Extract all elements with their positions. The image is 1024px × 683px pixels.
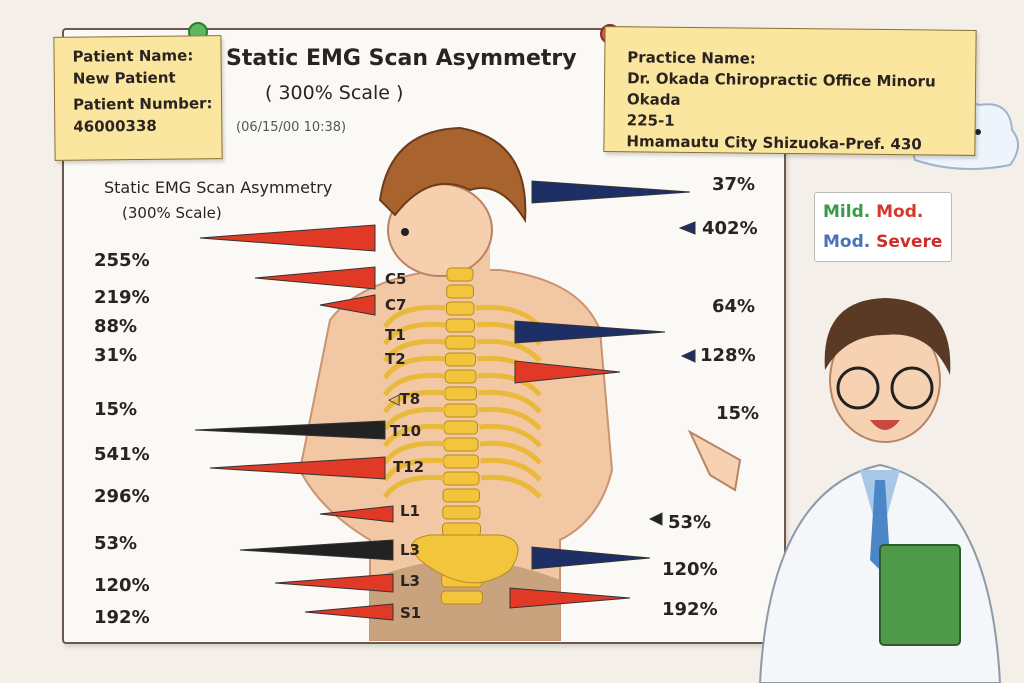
asymmetry-wedges	[194, 180, 696, 621]
page-subtitle-scale: ( 300% Scale )	[265, 82, 404, 104]
vertebra-label: T1	[385, 326, 406, 344]
vertebra-label: T10	[390, 422, 422, 440]
practice-line3: Hmamautu City Shizuoka-Pref. 430	[626, 132, 922, 154]
asymmetry-wedge	[680, 349, 696, 363]
left-value: 120%	[94, 575, 150, 596]
left-value: 541%	[94, 444, 150, 465]
vertebra	[444, 369, 477, 384]
legend-mild: Mild.	[823, 202, 871, 222]
left-value: 192%	[94, 607, 150, 628]
vertebra-label: L3	[400, 572, 420, 590]
head	[378, 126, 527, 277]
asymmetry-wedge	[678, 221, 696, 235]
vertebra	[445, 335, 476, 350]
legend-mod-blue: Mod.	[823, 232, 871, 252]
vertebra	[442, 471, 480, 486]
asymmetry-wedge	[199, 224, 376, 252]
legend-severe: Severe	[876, 232, 943, 252]
asymmetry-wedge	[531, 180, 691, 204]
rib	[382, 423, 542, 448]
scan-datetime: (06/15/00 10:38)	[236, 120, 347, 135]
rib	[382, 457, 542, 482]
vertebra-label: C7	[385, 296, 407, 314]
patient-name-label: Patient Name:	[72, 46, 194, 66]
asymmetry-wedge	[514, 360, 621, 384]
chart-scale: (300% Scale)	[122, 204, 222, 222]
vertebra	[443, 420, 478, 435]
vertebra-label: ◁T8	[388, 390, 421, 408]
left-value: 255%	[94, 250, 150, 271]
vertebra	[444, 386, 477, 401]
rib	[382, 389, 542, 414]
severity-legend: Mild. Mod. Mod. Severe	[814, 192, 952, 262]
vertebra-label: S1	[400, 604, 422, 622]
asymmetry-wedge	[209, 456, 386, 480]
asymmetry-wedge	[304, 603, 394, 621]
vertebra	[445, 318, 476, 333]
right-value: 192%	[662, 599, 718, 620]
right-value: 64%	[712, 296, 756, 317]
vertebra	[446, 284, 475, 299]
asymmetry-wedge	[509, 587, 631, 609]
patient-name-value: New Patient	[72, 68, 176, 88]
rib	[382, 474, 542, 499]
vertebra	[443, 437, 479, 452]
asymmetry-wedge	[514, 320, 666, 344]
right-value: 53%	[668, 512, 712, 533]
right-value: 120%	[662, 559, 718, 580]
vertebra	[445, 352, 476, 367]
vertebra-label: L1	[400, 502, 420, 520]
rib	[382, 406, 542, 431]
pelvis	[411, 534, 519, 584]
patient-number-value: 46000338	[73, 116, 157, 136]
vertebra-label: T12	[393, 458, 425, 476]
vertebra	[442, 522, 481, 537]
vertebra	[445, 301, 475, 316]
vertebra-label: L3	[400, 541, 420, 559]
legend-mod-red: Mod.	[876, 202, 924, 222]
rib	[382, 440, 542, 465]
practice-line1: Dr. Okada Chiropractic Office Minoru Oka…	[626, 69, 936, 109]
rib	[382, 372, 542, 397]
right-value: 128%	[700, 345, 756, 366]
right-value: 37%	[712, 174, 756, 195]
rib	[382, 338, 542, 363]
spine	[382, 267, 542, 605]
left-value: 88%	[94, 316, 138, 337]
page-title: Static EMG Scan Asymmetry	[226, 46, 577, 71]
asymmetry-wedge	[648, 512, 663, 526]
left-value: 219%	[94, 287, 150, 308]
left-value: 296%	[94, 486, 150, 507]
right-value: 402%	[702, 218, 758, 239]
right-value: 15%	[716, 403, 760, 424]
left-value: 31%	[94, 345, 138, 366]
vertebra	[446, 267, 474, 282]
left-value: 15%	[94, 399, 138, 420]
practice-note: Practice Name: Dr. Okada Chiropractic Of…	[603, 26, 977, 156]
vertebra	[440, 590, 483, 605]
vertebra-label: T2	[385, 350, 406, 368]
asymmetry-wedge	[239, 539, 394, 561]
asymmetry-wedge	[319, 505, 394, 523]
doctor-character	[687, 298, 1002, 683]
vertebra	[444, 403, 478, 418]
vertebra	[442, 505, 481, 520]
asymmetry-wedge	[274, 573, 394, 593]
left-value: 53%	[94, 533, 138, 554]
patient-number-label: Patient Number:	[72, 94, 213, 114]
vertebra	[443, 454, 480, 469]
vertebra-label: C5	[385, 270, 407, 288]
chart-title: Static EMG Scan Asymmetry	[104, 178, 333, 197]
asymmetry-wedge	[254, 266, 376, 290]
asymmetry-wedge	[194, 420, 386, 440]
patient-note: Patient Name: New Patient Patient Number…	[53, 35, 223, 161]
vertebra	[442, 488, 481, 503]
asymmetry-wedge	[319, 294, 376, 316]
asymmetry-wedge	[531, 546, 651, 570]
